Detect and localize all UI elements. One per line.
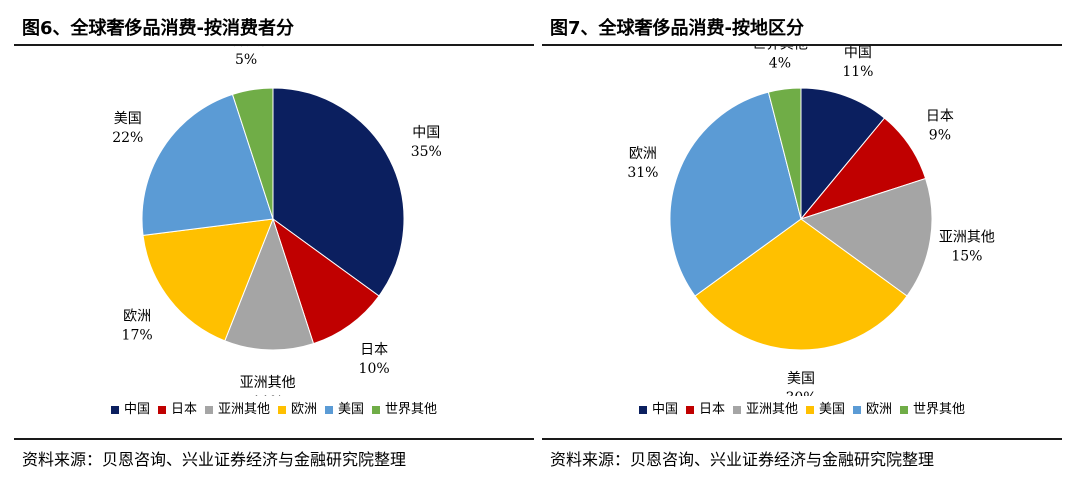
slice-percent-label: 5%: [235, 52, 257, 68]
pie-slice: [767, 87, 802, 220]
legend-item: 中国: [110, 398, 150, 417]
slice-percent-label: 9%: [929, 128, 951, 144]
slice-percent-label: 11%: [842, 64, 873, 80]
chart-title: 图7、全球奢侈品消费-按地区分: [550, 18, 804, 39]
slice-percent-label: 31%: [627, 165, 658, 181]
slice-percent-label: 10%: [359, 361, 390, 377]
legend-swatch: [372, 405, 381, 414]
legend-swatch: [278, 405, 286, 414]
slice-category-label: 世界其他: [218, 46, 274, 49]
legend-item: 日本: [157, 398, 197, 417]
pie-slice: [142, 218, 274, 342]
slice-category-label: 美国: [787, 371, 815, 387]
chart-panel-region: 图7、全球奢侈品消费-按地区分 中国11%日本9%亚洲其他15%美国30%欧洲3…: [542, 0, 1066, 487]
legend-label: 世界其他: [385, 402, 438, 417]
legend-label: 中国: [651, 402, 678, 417]
slice-category-label: 世界其他: [752, 46, 808, 52]
slice-percent-label: 35%: [411, 144, 442, 160]
legend-swatch: [806, 405, 814, 414]
title-divider: [542, 44, 1062, 46]
legend-label: 日本: [170, 402, 197, 417]
legend-label: 中国: [123, 402, 150, 417]
chart-legend: 中国 日本 亚洲其他 欧洲 美国 世界其他: [14, 398, 534, 417]
pie-chart-consumer: 中国 35% 日本 10% 亚洲其他 11% 欧洲 17% 美国 22% 世界其他 5%: [112, 46, 442, 396]
pie-slice: [224, 217, 315, 351]
slice-category-label: 中国: [844, 46, 872, 61]
legend-item: 世界其他: [900, 398, 965, 417]
slice-percent-label: 4%: [769, 55, 791, 71]
slice-percent-label: 11%: [252, 394, 283, 396]
legend-item: 亚洲其他: [732, 398, 798, 417]
pie-slice: [694, 218, 908, 351]
legend-swatch: [204, 405, 213, 414]
title-divider: [14, 44, 534, 46]
source-note: 资料来源：贝恩咨询、兴业证券经济与金融研究院整理: [550, 450, 935, 469]
legend-label: 欧洲: [291, 402, 318, 417]
slice-category-label: 亚洲其他: [939, 229, 995, 245]
legend-item: 欧洲: [853, 398, 892, 417]
chart-panel-consumer: 图6、全球奢侈品消费-按消费者分 中国 35% 日本 10% 亚洲其他 11% 欧洲 17% 美…: [14, 0, 538, 487]
legend-label: 美国: [819, 402, 846, 417]
legend-item: 亚洲其他: [204, 398, 270, 417]
pie-slice: [231, 87, 274, 220]
slice-category-label: 亚洲其他: [240, 375, 296, 391]
legend-swatch: [325, 405, 334, 414]
legend-item: 日本: [685, 398, 725, 417]
pie-slice: [669, 91, 802, 297]
legend-swatch: [638, 405, 647, 414]
chart-title: 图6、全球奢侈品消费-按消费者分: [22, 18, 294, 39]
legend-swatch: [900, 405, 909, 414]
source-divider: [542, 438, 1062, 440]
legend-item: 美国: [806, 398, 845, 417]
slice-percent-label: 17%: [122, 327, 153, 343]
legend-swatch: [110, 405, 119, 414]
legend-label: 欧洲: [866, 402, 893, 417]
slice-category-label: 中国: [412, 125, 440, 141]
legend-swatch: [685, 405, 694, 414]
slice-category-label: 日本: [360, 342, 388, 358]
slice-category-label: 美国: [114, 111, 142, 127]
source-note: 资料来源：贝恩咨询、兴业证券经济与金融研究院整理: [22, 450, 407, 469]
legend-label: 美国: [338, 402, 365, 417]
legend-label: 日本: [698, 402, 725, 417]
pie-slice: [799, 177, 933, 297]
legend-item: 中国: [638, 398, 678, 417]
legend-label: 亚洲其他: [745, 402, 798, 417]
legend-label: 亚洲其他: [217, 402, 270, 417]
slice-category-label: 欧洲: [123, 308, 151, 324]
slice-percent-label: 22%: [112, 130, 143, 146]
pie-chart-region: 中国 11% 日本 9% 亚洲其他 15% 美国 30% 欧洲 31% 世界其他 4%: [627, 46, 995, 396]
legend-swatch: [732, 405, 741, 414]
pie-slice: [272, 217, 380, 345]
legend-swatch: [853, 405, 862, 414]
pie-slice: [800, 87, 886, 221]
pie-slice: [141, 93, 274, 236]
legend-swatch: [157, 405, 166, 414]
slice-percent-label: 15%: [951, 248, 982, 264]
pie-slice: [272, 87, 405, 297]
source-divider: [14, 438, 534, 440]
slice-category-label: 欧洲: [629, 146, 657, 162]
legend-item: 美国: [325, 398, 364, 417]
slice-category-label: 日本: [926, 109, 954, 125]
slice-percent-label: 30%: [785, 390, 816, 396]
legend-label: 世界其他: [913, 402, 966, 417]
legend-item: 欧洲: [278, 398, 317, 417]
legend-item: 世界其他: [372, 398, 437, 417]
chart-legend: 中国 日本 亚洲其他 美国 欧洲 世界其他: [542, 398, 1062, 417]
